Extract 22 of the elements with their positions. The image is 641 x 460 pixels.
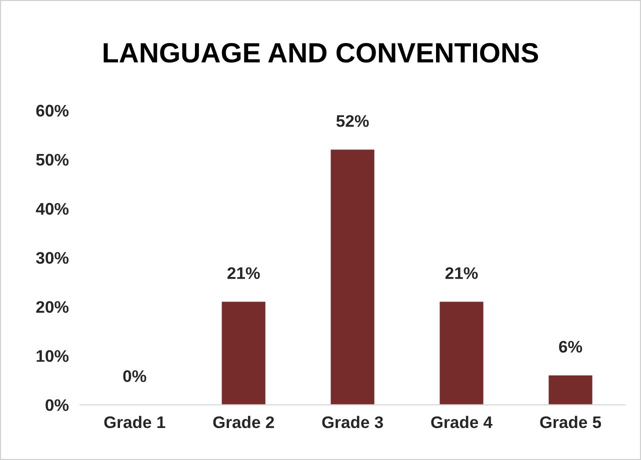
- y-tick-label: 40%: [36, 202, 69, 215]
- x-tick-label: Grade 3: [322, 416, 383, 428]
- data-label: 0%: [123, 370, 146, 382]
- y-tick-label: 20%: [36, 301, 69, 313]
- bar: [330, 150, 374, 405]
- x-tick-label: Grade 2: [213, 416, 274, 428]
- x-tick-label: Grade 5: [540, 416, 602, 428]
- bar: [548, 375, 592, 405]
- bar: [222, 302, 266, 405]
- x-tick-label: Grade 1: [104, 416, 166, 428]
- y-tick-label: 50%: [36, 154, 69, 166]
- data-label: 52%: [336, 115, 369, 127]
- chart-title: LANGUAGE AND CONVENTIONS: [104, 42, 538, 63]
- data-label: 6%: [559, 340, 582, 353]
- y-tick-label: 10%: [36, 350, 69, 362]
- bar: [440, 302, 484, 405]
- y-tick-label: 60%: [36, 104, 69, 117]
- data-label: 21%: [445, 267, 478, 279]
- x-tick-label: Grade 4: [431, 416, 492, 428]
- y-tick-label: 30%: [36, 252, 69, 264]
- y-tick-label: 0%: [46, 399, 69, 412]
- data-label: 21%: [227, 267, 260, 279]
